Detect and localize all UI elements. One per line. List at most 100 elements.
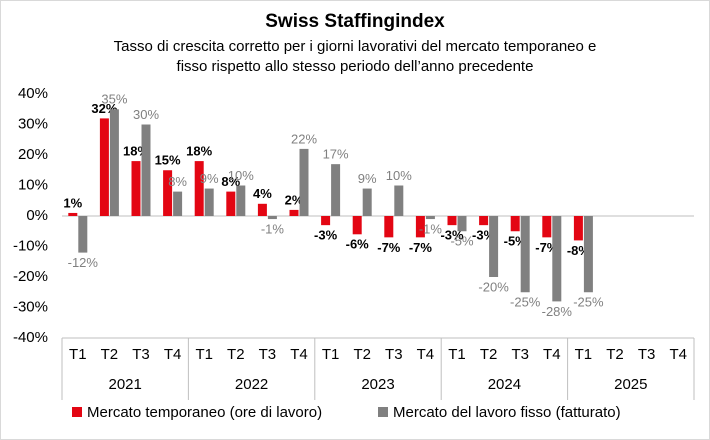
x-tick-label: T1	[448, 346, 466, 363]
bar	[552, 216, 562, 302]
x-tick-label: T2	[101, 346, 119, 363]
x-tick-label: T4	[543, 346, 561, 363]
data-label: -20%	[478, 279, 509, 294]
data-label: -28%	[542, 304, 573, 319]
data-label: -3%	[440, 228, 464, 243]
x-tick-label: T4	[669, 346, 687, 363]
y-tick-label: -10%	[13, 237, 48, 254]
data-label: 9%	[358, 171, 377, 186]
data-label: -3%	[314, 228, 338, 243]
bar	[173, 191, 183, 216]
bar	[573, 216, 583, 241]
chart-subtitle: Tasso di crescita corretto per i giorni …	[114, 38, 597, 55]
group-label: 2021	[109, 376, 142, 393]
bar	[479, 216, 489, 226]
bar	[78, 216, 88, 253]
legend-label: Mercato del lavoro fisso (fatturato)	[393, 404, 621, 421]
bar	[415, 216, 425, 238]
bar	[289, 209, 299, 216]
bar	[267, 216, 277, 220]
data-label: 15%	[155, 153, 181, 168]
x-tick-label: T2	[606, 346, 624, 363]
bar	[204, 188, 214, 216]
bar	[520, 216, 530, 293]
legend-swatch	[72, 407, 82, 417]
x-tick-label: T3	[638, 346, 656, 363]
x-tick-label: T3	[132, 346, 150, 363]
bar	[352, 216, 362, 235]
y-tick-label: 40%	[18, 85, 48, 102]
x-tick-label: T1	[69, 346, 87, 363]
bar	[257, 203, 267, 216]
bar	[394, 185, 404, 216]
data-label: -1%	[261, 221, 285, 236]
bar	[141, 124, 151, 216]
data-label: 10%	[386, 168, 412, 183]
data-label: 10%	[228, 168, 254, 183]
bar	[447, 216, 457, 226]
x-tick-label: T4	[164, 346, 182, 363]
data-label: 35%	[101, 92, 127, 107]
bar	[362, 188, 372, 216]
x-tick-label: T4	[417, 346, 435, 363]
legend-label: Mercato temporaneo (ore di lavoro)	[87, 404, 322, 421]
data-label: 4%	[253, 186, 272, 201]
bar	[299, 148, 309, 216]
y-tick-label: 20%	[18, 146, 48, 163]
chart-title: Swiss Staffingindex	[265, 11, 445, 32]
y-tick-label: 30%	[18, 115, 48, 132]
bar	[489, 216, 499, 277]
bar	[425, 216, 435, 220]
bar	[331, 164, 341, 216]
x-tick-label: T2	[480, 346, 498, 363]
bar	[236, 185, 246, 216]
data-label: 8%	[168, 174, 187, 189]
bar	[131, 161, 141, 216]
bar	[109, 109, 119, 216]
y-tick-label: -30%	[13, 298, 48, 315]
data-label: 8%	[221, 174, 240, 189]
x-tick-label: T1	[195, 346, 213, 363]
x-tick-label: T2	[353, 346, 371, 363]
bar	[457, 216, 467, 232]
data-label: 17%	[323, 147, 349, 162]
data-label: 2%	[285, 192, 304, 207]
bar	[510, 216, 520, 232]
data-label: 30%	[133, 107, 159, 122]
x-tick-label: T3	[385, 346, 403, 363]
bar	[194, 161, 204, 216]
x-tick-label: T3	[259, 346, 277, 363]
data-label: -1%	[419, 221, 443, 236]
x-tick-label: T4	[290, 346, 308, 363]
y-tick-label: -40%	[13, 329, 48, 346]
data-label: 9%	[200, 171, 219, 186]
x-tick-label: T3	[511, 346, 529, 363]
data-label: -25%	[573, 295, 604, 310]
legend-swatch	[378, 407, 388, 417]
x-tick-label: T1	[322, 346, 340, 363]
group-label: 2025	[614, 376, 647, 393]
bar	[68, 212, 78, 216]
group-label: 2024	[488, 376, 521, 393]
bar	[163, 170, 173, 216]
group-label: 2023	[361, 376, 394, 393]
data-label: -12%	[68, 255, 99, 270]
data-label: -6%	[346, 237, 370, 252]
data-label: -25%	[510, 295, 541, 310]
group-label: 2022	[235, 376, 268, 393]
data-label: 22%	[291, 131, 317, 146]
data-label: -5%	[450, 234, 474, 249]
data-label: -7%	[377, 240, 401, 255]
data-label: 18%	[186, 144, 212, 159]
bar	[99, 118, 109, 216]
y-tick-label: -20%	[13, 268, 48, 285]
y-tick-label: 0%	[26, 207, 48, 224]
chart-subtitle: fisso rispetto allo stesso periodo dell’…	[177, 58, 534, 75]
x-tick-label: T1	[575, 346, 593, 363]
bar	[583, 216, 593, 293]
bar	[542, 216, 552, 238]
bar	[384, 216, 394, 238]
bar	[226, 191, 236, 216]
y-tick-label: 10%	[18, 176, 48, 193]
